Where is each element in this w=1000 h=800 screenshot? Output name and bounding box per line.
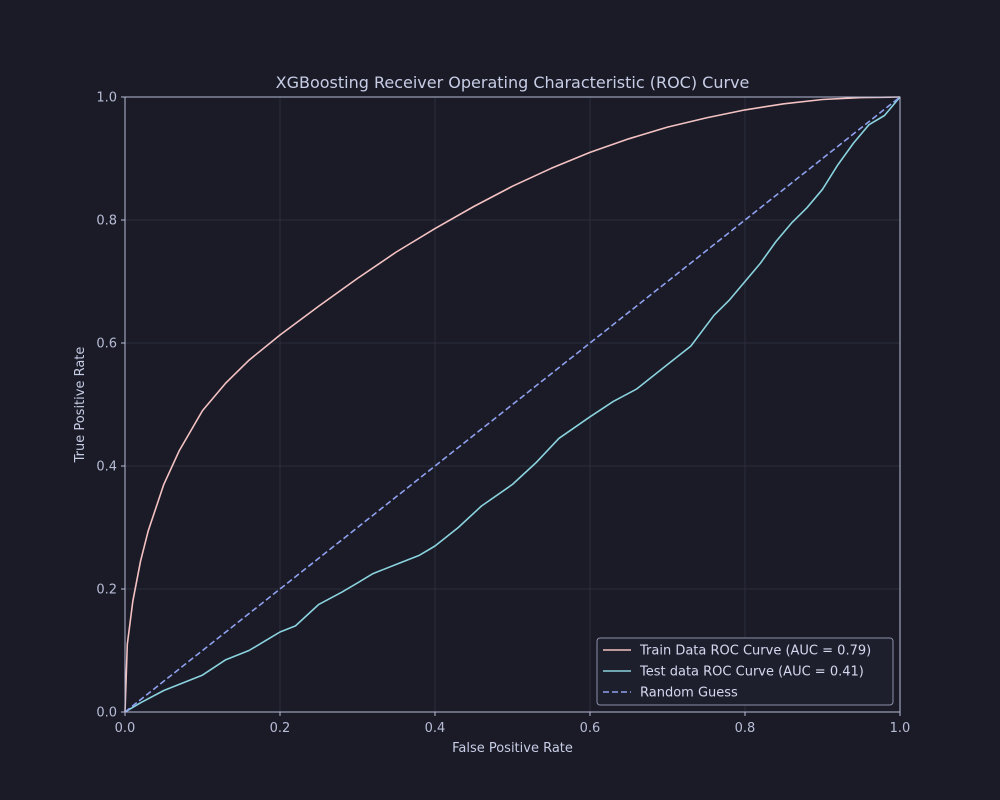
x-tick-label: 0.2 (270, 721, 291, 736)
x-tick-label: 0.4 (425, 721, 446, 736)
y-tick-label: 1.0 (96, 91, 117, 106)
y-tick-label: 0.4 (96, 460, 117, 475)
x-tick-label: 1.0 (890, 721, 911, 736)
y-tick-label: 0.0 (96, 706, 117, 721)
legend-entry: Train Data ROC Curve (AUC = 0.79) (639, 644, 871, 659)
x-tick-label: 0.8 (735, 721, 756, 736)
x-tick-label: 0.0 (115, 721, 136, 736)
test-roc-curve (124, 96, 901, 713)
chart-title: XGBoosting Receiver Operating Characteri… (276, 73, 750, 92)
legend: Train Data ROC Curve (AUC = 0.79) Test da… (596, 637, 894, 706)
y-axis-label: True Positive Rate (73, 347, 88, 464)
y-tick-label: 0.2 (96, 583, 117, 598)
legend-entry: Random Guess (640, 686, 738, 701)
ticks: 0.0 0.2 0.4 0.6 0.8 1.0 0.0 0.2 0.4 0.6 0.8 1.0 (96, 91, 910, 737)
x-tick-label: 0.6 (580, 721, 601, 736)
random-guess-line (124, 96, 901, 713)
legend-entry: Test data ROC Curve (AUC = 0.41) (639, 665, 864, 680)
axes-frame (124, 96, 901, 713)
series-layer (124, 96, 901, 713)
legend-box (596, 637, 894, 706)
x-axis-label: False Positive Rate (452, 741, 573, 756)
y-tick-label: 0.8 (96, 214, 117, 229)
y-tick-label: 0.6 (96, 337, 117, 352)
train-roc-curve (124, 96, 901, 713)
